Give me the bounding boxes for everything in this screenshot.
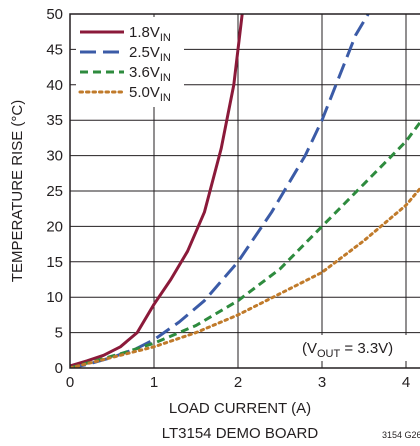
y-tick-label: 15: [46, 254, 63, 271]
board-caption: LT3154 DEMO BOARD: [162, 425, 319, 442]
y-tick-label: 0: [55, 360, 63, 377]
x-tick-label: 4: [402, 374, 410, 391]
y-tick-label: 10: [46, 289, 63, 306]
plot-frame: [69, 13, 420, 369]
x-tick-label: 1: [150, 374, 158, 391]
y-tick-label: 50: [46, 6, 63, 23]
series-curves: [70, 14, 420, 368]
y-tick-label: 35: [46, 112, 63, 129]
series-line-1: [70, 14, 244, 368]
vout-annotation-suffix: = 3.3V): [340, 340, 393, 357]
figure-id: 3154 G26: [382, 430, 420, 440]
legend-label-1: 1.8VIN: [129, 24, 171, 44]
x-tick-label: 2: [234, 374, 242, 391]
y-tick-label: 5: [55, 325, 63, 342]
vout-annotation-prefix: (V: [302, 340, 317, 357]
x-axis-label: LOAD CURRENT (A): [169, 400, 311, 417]
x-tick-label: 3: [318, 374, 326, 391]
legend-label-4: 5.0VIN: [129, 84, 171, 104]
annotation-background: [299, 335, 417, 361]
vout-annotation: (VOUT = 3.3V): [302, 340, 393, 360]
y-axis-label: TEMPERATURE RISE (°C): [9, 100, 26, 282]
y-tick-label: 40: [46, 77, 63, 94]
y-tick-labels: 0 5 10 15 20 25 30 35 40 45 50: [46, 6, 63, 377]
y-tick-label: 25: [46, 183, 63, 200]
vout-annotation-sub: OUT: [317, 348, 341, 360]
y-tick-label: 20: [46, 218, 63, 235]
x-tick-label: 0: [66, 374, 74, 391]
y-tick-label: 45: [46, 41, 63, 58]
y-tick-label: 30: [46, 148, 63, 165]
x-tick-labels: 012345: [66, 374, 410, 391]
legend-label-2: 2.5VIN: [129, 44, 171, 64]
legend-label-3: 3.6VIN: [129, 64, 171, 84]
series-line-4: [70, 186, 420, 368]
